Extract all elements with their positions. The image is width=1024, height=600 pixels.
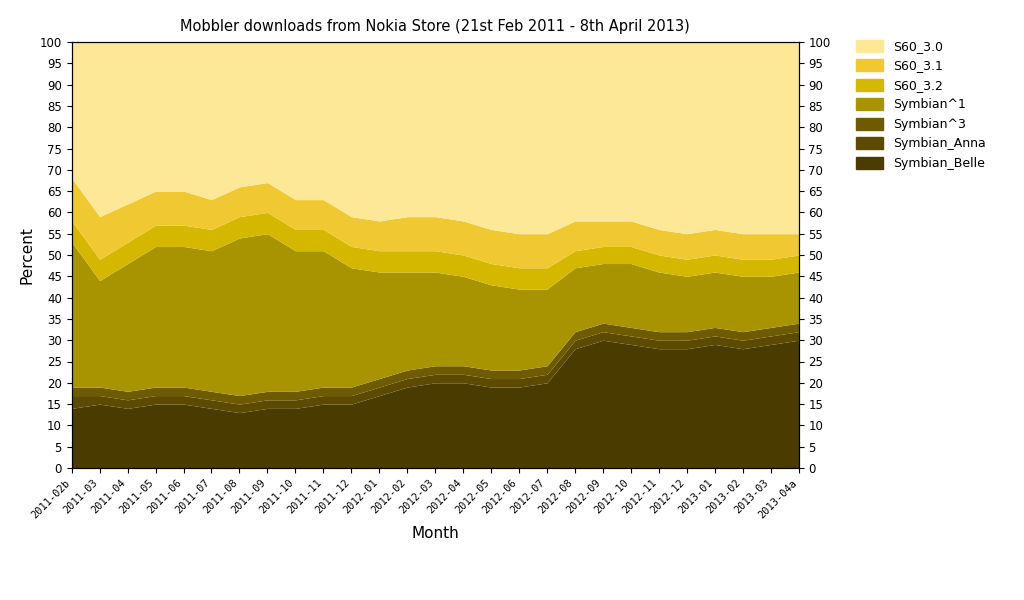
X-axis label: Month: Month: [412, 526, 459, 541]
Legend: S60_3.0, S60_3.1, S60_3.2, Symbian^1, Symbian^3, Symbian_Anna, Symbian_Belle: S60_3.0, S60_3.1, S60_3.2, Symbian^1, Sy…: [856, 40, 986, 170]
Y-axis label: Percent: Percent: [19, 226, 34, 284]
Title: Mobbler downloads from Nokia Store (21st Feb 2011 - 8th April 2013): Mobbler downloads from Nokia Store (21st…: [180, 19, 690, 34]
